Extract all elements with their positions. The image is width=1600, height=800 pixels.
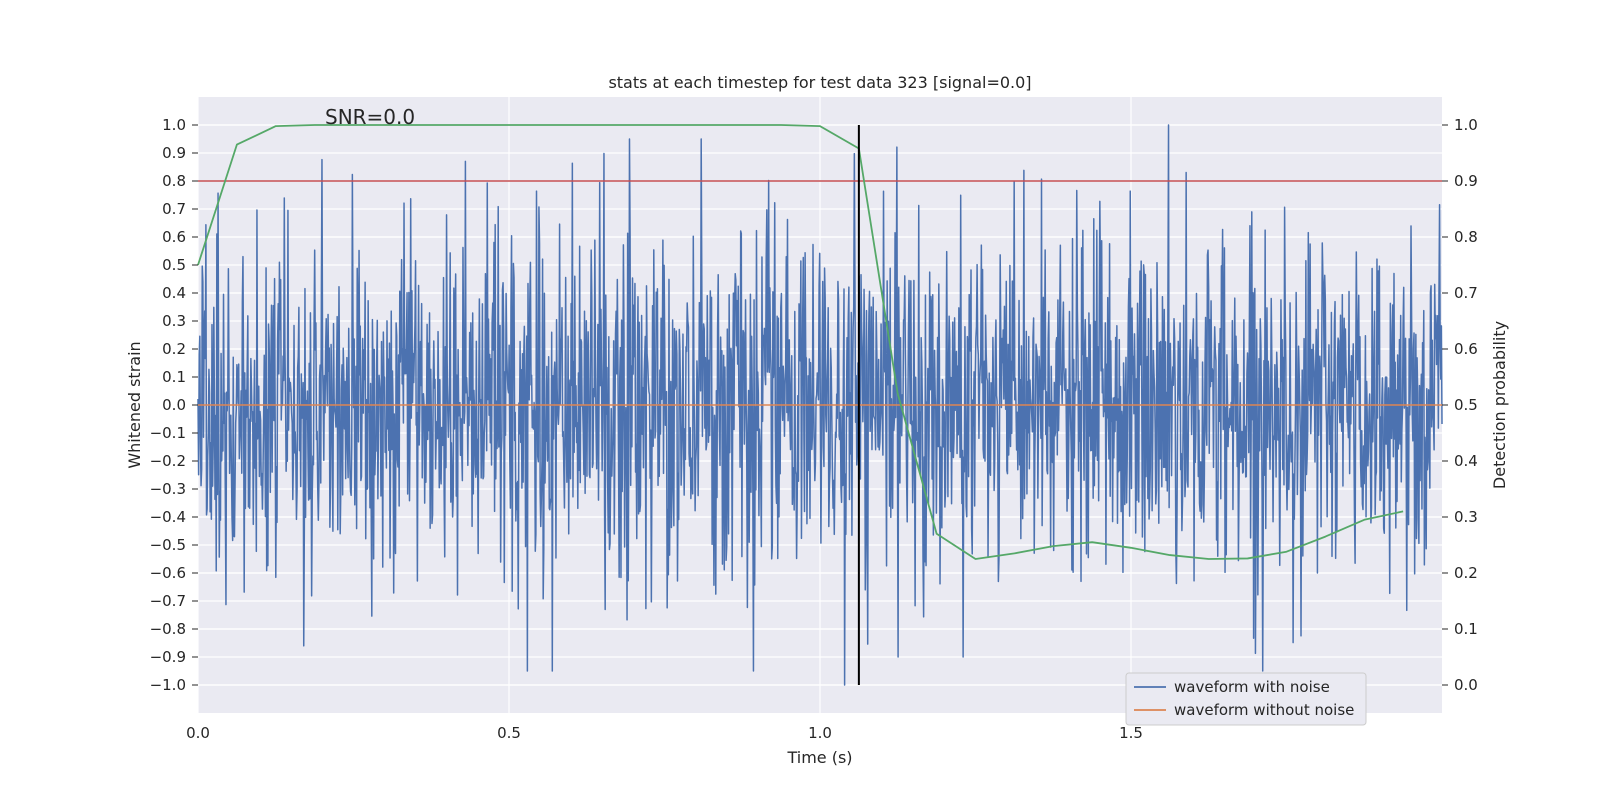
y-tick-label: −0.5 [150,536,186,554]
detection-probability-line [197,124,1404,560]
y-tick-label: 1.0 [162,116,186,134]
legend-label-waveform-without-noise: waveform without noise [1174,701,1354,719]
waveform-with-noise-line [197,124,1443,686]
chart-title: stats at each timestep for test data 323… [608,73,1031,92]
y-tick-label: −0.8 [150,620,186,638]
legend-label-waveform-with-noise: waveform with noise [1174,678,1330,696]
y-tick-label: 0.6 [162,228,186,246]
legend: waveform with noise waveform without noi… [1125,672,1367,726]
y-tick-label: −0.3 [150,480,186,498]
x-axis-ticks: 0.0 0.5 1.0 1.5 [186,724,1143,742]
y-tick-label: −0.2 [150,452,186,470]
y-tick-label: 0.4 [162,284,186,302]
legend-box [1125,672,1367,726]
y2-tick-label: 1.0 [1454,116,1478,134]
series-detection-probability [197,124,1404,560]
y2-tick-label: 0.5 [1454,396,1478,414]
y-tick-label: −0.9 [150,648,186,666]
y2-tick-label: 0.2 [1454,564,1478,582]
y2-tick-label: 0.8 [1454,228,1478,246]
y-tick-label: 0.3 [162,312,186,330]
y2-tick-label: 0.9 [1454,172,1478,190]
y-tick-label: 0.2 [162,340,186,358]
y2-tick-label: 0.6 [1454,340,1478,358]
y-tick-label: 0.5 [162,256,186,274]
y-tick-label: 0.9 [162,144,186,162]
y-tick-label: −0.7 [150,592,186,610]
y-tick-label: 0.0 [162,396,186,414]
y-tick-label: −0.6 [150,564,186,582]
x-axis-label: Time (s) [786,748,852,767]
y2-axis-label: Detection probability [1490,321,1509,489]
y-tick-label: 0.8 [162,172,186,190]
y-axis-label: Whitened strain [125,341,144,468]
x-tick-label: 0.5 [497,724,521,742]
y-tick-label: 0.1 [162,368,186,386]
series-waveform-with-noise [197,124,1443,686]
y2-tick-label: 0.1 [1454,620,1478,638]
snr-annotation: SNR=0.0 [325,105,415,129]
y2-tick-label: 0.7 [1454,284,1478,302]
x-tick-label: 1.5 [1119,724,1143,742]
x-tick-label: 0.0 [186,724,210,742]
y-tick-label: −0.4 [150,508,186,526]
y-tick-label: −0.1 [150,424,186,442]
y2-axis-ticks: 1.0 0.9 0.8 0.7 0.6 0.5 0.4 0.3 0.2 0.1 0.0 [1442,116,1478,694]
y2-tick-label: 0.3 [1454,508,1478,526]
y-tick-label: 0.7 [162,200,186,218]
y-axis-ticks: 1.0 0.9 0.8 0.7 0.6 0.5 0.4 0.3 0.2 0.1 0.0 −0.1 −0.… [150,116,198,694]
y2-tick-label: 0.0 [1454,676,1478,694]
y-tick-label: −1.0 [150,676,186,694]
y2-tick-label: 0.4 [1454,452,1478,470]
x-tick-label: 1.0 [808,724,832,742]
